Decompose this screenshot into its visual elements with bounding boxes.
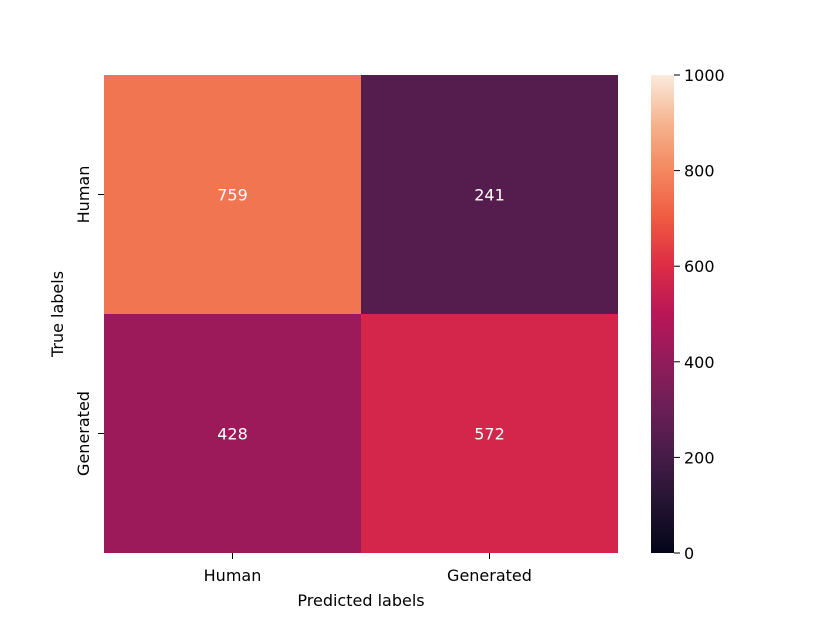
cell-value-label: 428 [217, 425, 248, 444]
y-tick-label: Human [74, 166, 93, 224]
y-axis-ticks: Human Generated [74, 166, 104, 476]
cell-value-label: 572 [474, 425, 505, 444]
cell-value-label: 759 [217, 186, 248, 205]
cell-value-label: 241 [474, 186, 505, 205]
colorbar-tick-label: 200 [684, 448, 715, 467]
heatmap-cell [104, 314, 361, 553]
y-tick-label: Generated [74, 391, 93, 476]
heatmap-cell-labels: 759 241 428 572 [217, 186, 505, 444]
y-axis-label: True labels [48, 271, 67, 358]
colorbar-ticks: 0 200 400 600 800 1000 [674, 66, 725, 563]
x-axis-ticks: Human Generated [204, 553, 532, 585]
x-tick-label: Generated [447, 566, 532, 585]
colorbar-tick-label: 800 [684, 162, 715, 181]
colorbar-tick-label: 400 [684, 353, 715, 372]
heatmap-cells [104, 75, 618, 553]
colorbar-tick-label: 600 [684, 257, 715, 276]
x-axis-label: Predicted labels [297, 591, 424, 610]
x-tick-label: Human [204, 566, 262, 585]
colorbar-tick-label: 1000 [684, 66, 725, 85]
colorbar [651, 75, 674, 553]
heatmap-cell [104, 75, 361, 314]
heatmap-cell [361, 75, 618, 314]
heatmap-cell [361, 314, 618, 553]
colorbar-tick-label: 0 [684, 544, 694, 563]
